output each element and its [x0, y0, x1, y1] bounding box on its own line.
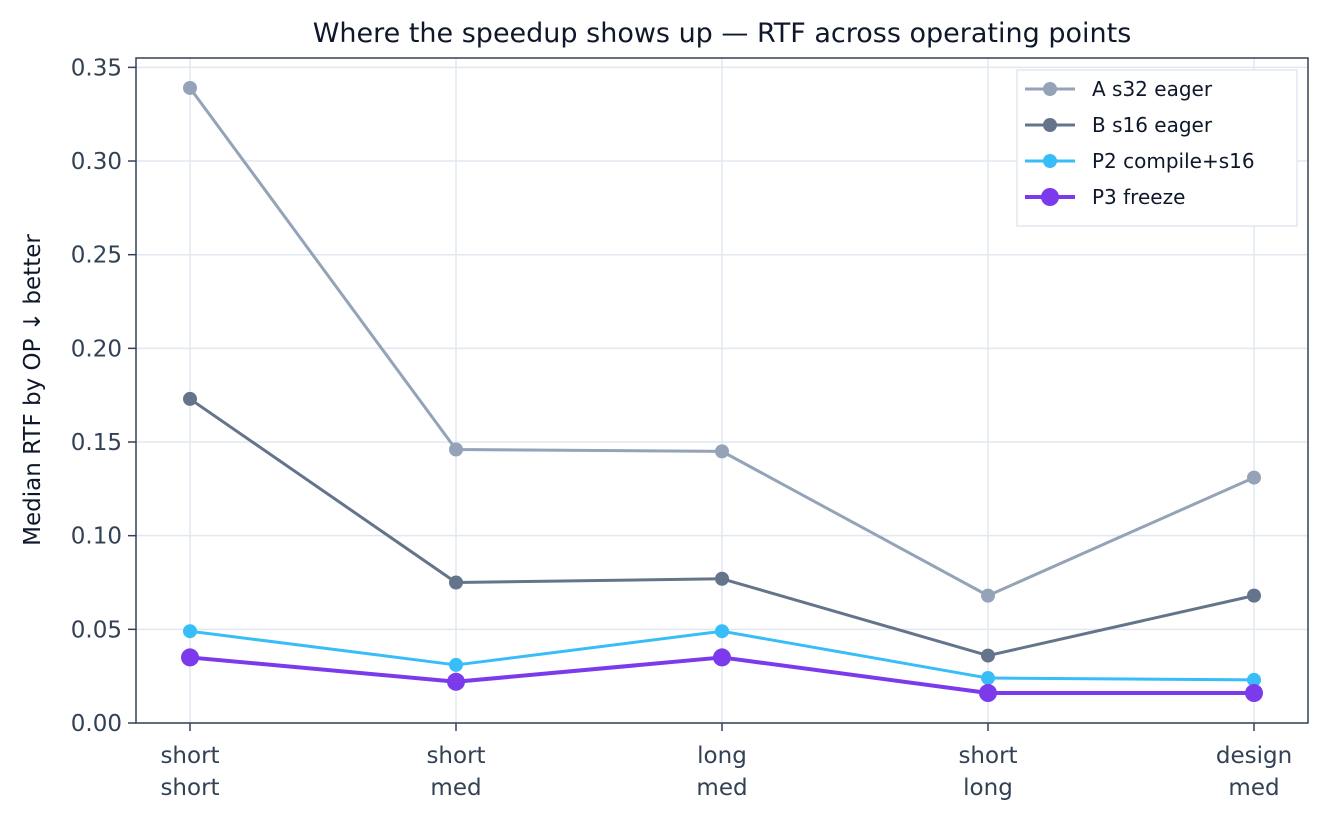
data-point: [449, 575, 463, 590]
y-tick-label: 0.05: [71, 617, 122, 643]
y-tick-label: 0.35: [71, 55, 122, 81]
y-tick-label: 0.25: [71, 243, 122, 269]
legend-swatch-marker: [1043, 118, 1057, 132]
legend-box: [1016, 69, 1298, 227]
legend-label: P2 compile+s16: [1092, 149, 1255, 173]
y-tick-label: 0.15: [71, 430, 122, 456]
y-tick-label: 0.00: [71, 711, 122, 737]
legend-swatch-marker: [1043, 154, 1057, 168]
y-axis-label: Median RTF by OP ↓ better: [20, 234, 46, 546]
data-point: [183, 80, 197, 95]
data-point: [715, 444, 729, 459]
series-b-s16-eager: [183, 391, 1261, 663]
data-point: [715, 571, 729, 586]
data-point: [183, 391, 197, 406]
x-tick-label: long: [963, 775, 1013, 801]
data-point: [1245, 684, 1263, 703]
x-tick-label: med: [430, 775, 481, 801]
x-tick-label: med: [1228, 775, 1279, 801]
series-p2-compile-s16: [183, 624, 1261, 687]
plot-frame: [135, 57, 1309, 724]
x-tick-label: short: [160, 775, 219, 801]
data-point: [181, 648, 199, 667]
x-tick-label: short: [426, 743, 485, 769]
x-tick-label: med: [696, 775, 747, 801]
x-tick-label: design: [1216, 743, 1292, 769]
chart-title: Where the speedup shows up — RTF across …: [313, 18, 1132, 49]
data-point: [715, 624, 729, 639]
x-tick-label: short: [958, 743, 1017, 769]
data-point: [447, 672, 465, 691]
y-tick-label: 0.10: [71, 524, 122, 550]
axes: 0.00 0.05 0.10 0.15 0.20 0.25 0.30 0.35 short sho…: [71, 55, 1309, 801]
data-point: [1247, 470, 1261, 485]
data-point: [1247, 588, 1261, 603]
data-point: [449, 442, 463, 457]
legend-swatch-marker: [1043, 82, 1057, 96]
legend-swatch-marker: [1041, 188, 1059, 206]
data-point: [1247, 672, 1261, 687]
series-lines: [181, 80, 1263, 703]
y-tick-label: 0.30: [71, 149, 122, 175]
legend-label: P3 freeze: [1092, 185, 1185, 209]
data-point: [979, 684, 997, 703]
data-point: [981, 588, 995, 603]
y-tick-label: 0.20: [71, 336, 122, 362]
grid: [136, 58, 1308, 724]
data-point: [981, 648, 995, 663]
legend: A s32 eager B s16 eager P2 compile+s16 P3 f…: [1016, 69, 1298, 227]
data-point: [713, 648, 731, 667]
series-p3-freeze: [181, 648, 1263, 703]
data-point: [183, 624, 197, 639]
data-point: [981, 671, 995, 686]
x-tick-label: short: [160, 743, 219, 769]
x-tick-label: long: [697, 743, 747, 769]
legend-label: B s16 eager: [1092, 113, 1213, 137]
legend-label: A s32 eager: [1092, 77, 1213, 101]
data-point: [449, 657, 463, 672]
series-a-s32-eager: [183, 80, 1261, 603]
